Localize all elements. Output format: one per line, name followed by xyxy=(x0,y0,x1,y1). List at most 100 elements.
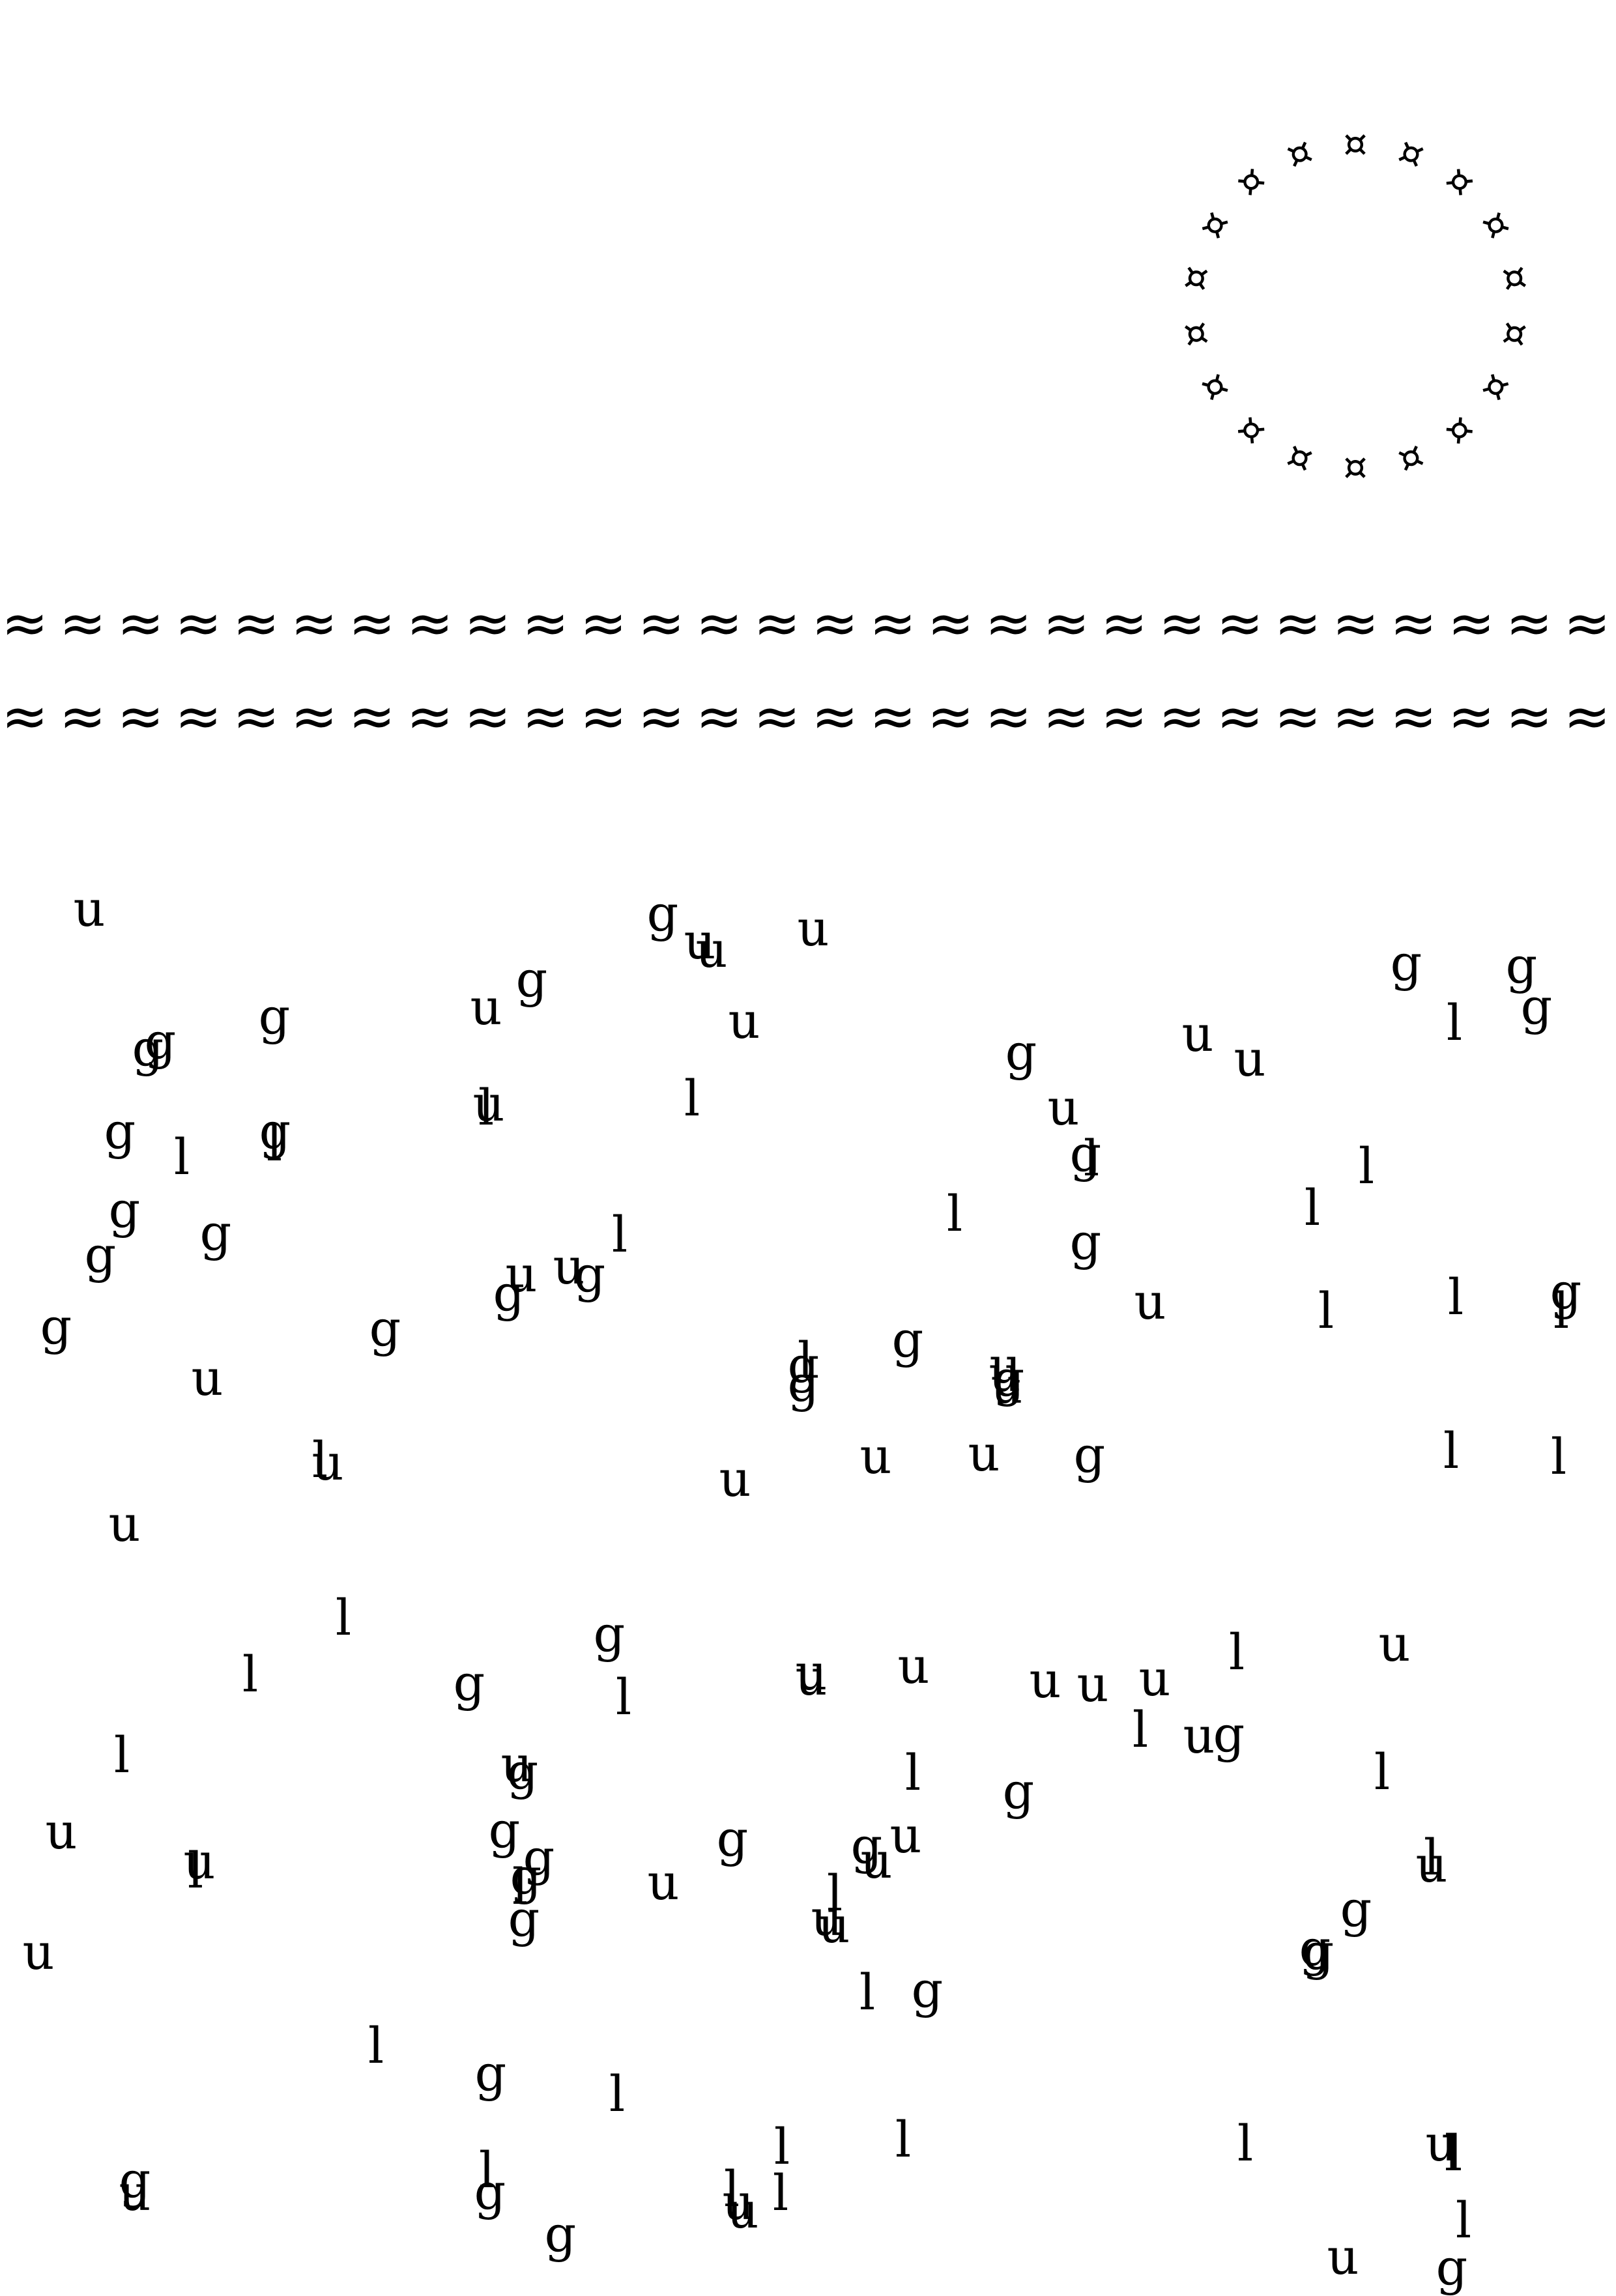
ring-glyph-char: ¤ xyxy=(1471,366,1522,409)
wave-row: ≈ ≈ ≈ ≈ ≈ ≈ ≈ ≈ ≈ ≈ ≈ ≈ ≈ ≈ ≈ ≈ ≈ ≈ ≈ ≈ ≈ ≈ ≈ ≈ ≈ ≈ ≈ ≈ xyxy=(0,687,1616,746)
scatter-letter: u xyxy=(1134,1272,1166,1330)
scatter-letter: l xyxy=(1455,2191,1472,2249)
wave-glyph: ≈ xyxy=(985,687,1032,746)
ring-glyph-char: ¤ xyxy=(1436,156,1484,207)
scatter-letter: u xyxy=(1138,1649,1171,1707)
scatter-letter: l xyxy=(1423,1828,1440,1886)
scatter-letter: g xyxy=(1436,2238,1468,2296)
scatter-letter: l xyxy=(1318,1282,1335,1340)
scatter-letter: u xyxy=(1047,1078,1080,1136)
scatter-letter: g xyxy=(493,1264,525,1322)
wave-glyph: ≈ xyxy=(1447,687,1495,746)
wave-glyph: ≈ xyxy=(290,687,338,746)
scatter-letter: u xyxy=(860,1831,893,1889)
ring-glyph-char: ¤ xyxy=(1280,128,1319,179)
ring-glyph-char: ¤ xyxy=(1392,434,1430,485)
ring-glyph-char: ¤ xyxy=(1227,406,1275,456)
scatter-letter: g xyxy=(1069,1213,1102,1270)
wave-row: ≈ ≈ ≈ ≈ ≈ ≈ ≈ ≈ ≈ ≈ ≈ ≈ ≈ ≈ ≈ ≈ ≈ ≈ ≈ ≈ ≈ ≈ ≈ ≈ ≈ ≈ ≈ ≈ xyxy=(0,594,1616,653)
wave-glyph: ≈ xyxy=(869,594,917,653)
wave-glyph: ≈ xyxy=(406,687,454,746)
scatter-letter: l xyxy=(335,1588,352,1646)
wave-glyph: ≈ xyxy=(695,594,743,653)
scatter-letter: l xyxy=(895,2110,912,2168)
scatter-letter: u xyxy=(795,1643,828,1701)
ring-glyph-char: ¤ xyxy=(1280,434,1319,485)
scatter-letter: l xyxy=(723,2160,740,2218)
scatter-letter: u xyxy=(1076,1655,1109,1713)
wave-glyph: ≈ xyxy=(695,687,743,746)
scatter-letter: l xyxy=(904,1744,921,1801)
scatter-letter: g xyxy=(515,950,548,1008)
scatter-letter: l xyxy=(1444,2124,1461,2182)
scatter-letter: u xyxy=(722,2173,755,2231)
scatter-letter: l xyxy=(173,1128,190,1186)
scatter-letter: l xyxy=(478,2141,495,2199)
scatter-letter: l xyxy=(311,1431,328,1489)
scatter-letter: u xyxy=(1181,1005,1214,1063)
ring-glyph-char: ¤ xyxy=(1392,128,1430,179)
scatter-letter: g xyxy=(850,1816,883,1874)
scatter-letter: g xyxy=(510,1847,542,1905)
wave-glyph: ≈ xyxy=(1158,687,1206,746)
wave-glyph: ≈ xyxy=(233,687,280,746)
scatter-letter: l xyxy=(615,1668,632,1726)
scatter-letter: u xyxy=(988,1345,1021,1403)
wave-glyph: ≈ xyxy=(348,687,396,746)
scatter-letter: l xyxy=(113,1726,130,1784)
wave-glyph: ≈ xyxy=(1216,594,1263,653)
scatter-letter: u xyxy=(119,2164,151,2222)
scatter-letter: g xyxy=(144,1012,177,1070)
scatter-letter: g xyxy=(593,1605,626,1663)
scatter-letter: g xyxy=(992,1349,1025,1407)
wave-glyph: ≈ xyxy=(579,594,628,653)
scatter-letter: u xyxy=(818,1896,850,1954)
scatter-letter: u xyxy=(897,1637,930,1695)
wave-glyph: ≈ xyxy=(869,687,917,746)
wave-glyph: ≈ xyxy=(1043,687,1090,746)
scatter-letter: g xyxy=(911,1960,944,2018)
wave-glyph: ≈ xyxy=(811,687,859,746)
scatter-letter: l xyxy=(242,1645,259,1703)
scatter-letter: l xyxy=(512,1858,528,1916)
scatter-letter: l xyxy=(1132,1700,1149,1758)
scatter-letter: g xyxy=(1520,977,1553,1035)
scatter-letter: g xyxy=(506,1742,539,1800)
scatter-letter: u xyxy=(990,1356,1023,1414)
scatter-letter: l xyxy=(772,2164,789,2222)
scatter-letter: u xyxy=(1415,1835,1448,1893)
wave-glyph: ≈ xyxy=(1563,687,1611,746)
scatter-letter: g xyxy=(84,1226,117,1284)
wave-glyph: ≈ xyxy=(1216,687,1263,746)
scatter-letter: l xyxy=(826,1864,843,1922)
scatter-letter: g xyxy=(787,1355,820,1413)
scatter-letter: g xyxy=(1340,1880,1372,1938)
wave-glyph: ≈ xyxy=(753,594,801,653)
scatter-letter: g xyxy=(1299,1919,1331,1977)
scatter-letter: u xyxy=(889,1806,922,1864)
scatter-letter: l xyxy=(1228,1623,1245,1681)
scatter-letter: l xyxy=(1237,2114,1254,2172)
wave-glyph: ≈ xyxy=(637,594,685,653)
scatter-letter: u xyxy=(472,1074,505,1132)
scatter-letter: u xyxy=(989,1336,1022,1394)
ring-glyph-char: ¤ xyxy=(1189,203,1240,246)
scatter-letter: l xyxy=(1374,1743,1391,1801)
scatter-letter: g xyxy=(474,2044,507,2102)
ring-glyph-char: ¤ xyxy=(1227,156,1275,207)
scatter-letter: u xyxy=(684,912,716,970)
wave-glyph: ≈ xyxy=(59,687,106,746)
scatter-letter: u xyxy=(728,992,760,1050)
scatter-letter: g xyxy=(453,1654,485,1712)
scatter-letter: u xyxy=(811,1889,843,1947)
wave-glyph: ≈ xyxy=(1158,594,1206,653)
scatter-letter: l xyxy=(1304,1179,1321,1237)
scatter-letter: g xyxy=(258,987,291,1045)
scatter-letter: g xyxy=(1005,1023,1037,1081)
scatter-letter: l xyxy=(1447,1268,1464,1326)
scatter-letter: l xyxy=(773,2117,790,2175)
scatter-letter: g xyxy=(787,1336,820,1394)
wave-glyph: ≈ xyxy=(175,687,222,746)
scatter-letter: l xyxy=(368,2016,384,2074)
